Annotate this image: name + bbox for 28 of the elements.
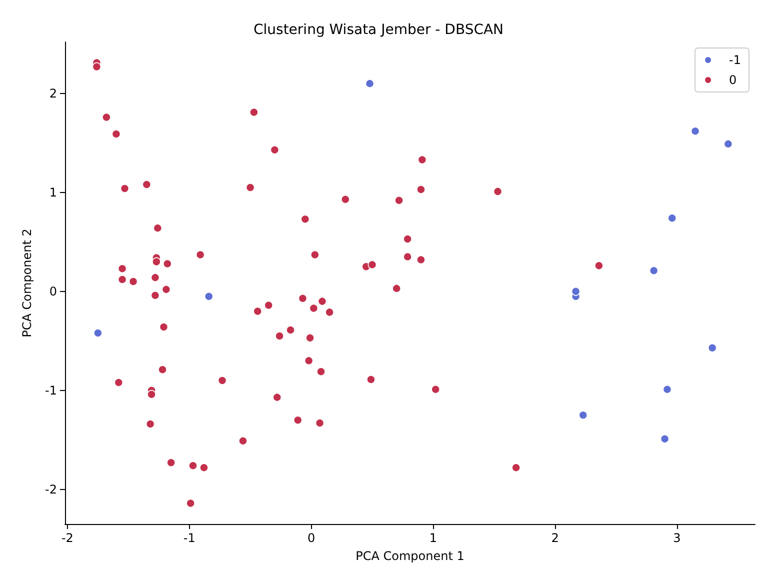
point [724, 140, 733, 148]
point [660, 434, 670, 444]
x-tick-label: -2 [61, 531, 74, 545]
point [708, 343, 717, 352]
y-axis-title: PCA Component 2 [20, 228, 34, 338]
point [578, 410, 588, 420]
y-tick-label: 2 [49, 86, 57, 100]
chart-title: Clustering Wisata Jember - DBSCAN [253, 22, 504, 38]
y-tick-label: -2 [45, 482, 57, 496]
y-tick-label: 0 [49, 284, 57, 298]
x-tick-label: -1 [183, 531, 196, 545]
point [571, 287, 580, 296]
legend-label: 0 [729, 73, 737, 87]
point [690, 126, 700, 136]
x-axis-title: PCA Component 1 [356, 549, 464, 563]
legend-label: -1 [729, 53, 742, 67]
point [94, 328, 102, 338]
point [662, 385, 672, 394]
x-tick-label: 0 [307, 531, 316, 545]
point [204, 292, 214, 301]
x-tick-label: 2 [551, 531, 559, 545]
x-tick-label: 1 [429, 531, 437, 545]
point [668, 214, 676, 223]
point [365, 79, 374, 88]
y-tick-label: -1 [45, 383, 57, 398]
y-tick-label: 1 [49, 185, 57, 200]
point [649, 266, 658, 276]
x-tick-label: 3 [673, 531, 681, 545]
